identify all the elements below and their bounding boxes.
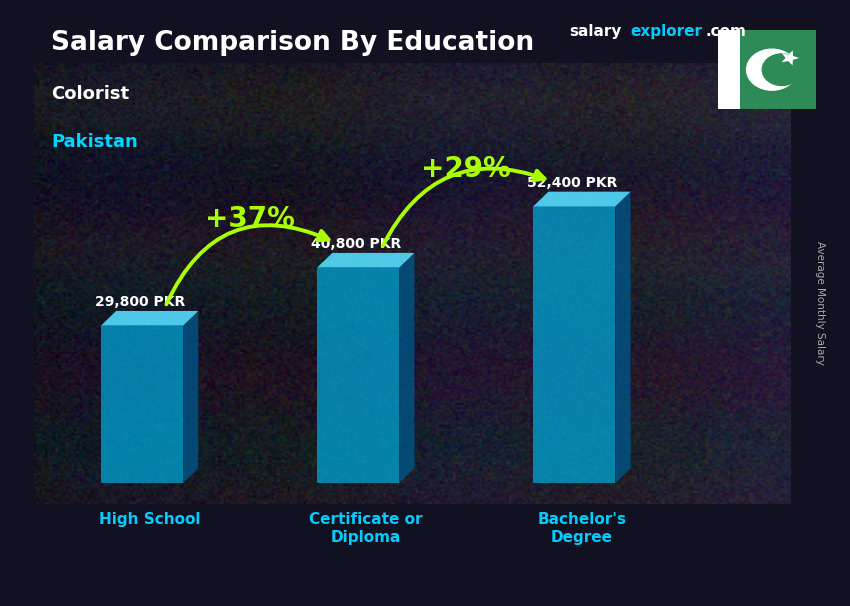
Text: Salary Comparison By Education: Salary Comparison By Education (51, 30, 534, 56)
Text: explorer: explorer (631, 24, 703, 39)
Polygon shape (400, 253, 415, 483)
Text: Pakistan: Pakistan (51, 133, 138, 152)
Text: Bachelor's
Degree: Bachelor's Degree (537, 512, 626, 545)
Text: Colorist: Colorist (51, 85, 129, 103)
Circle shape (762, 54, 802, 85)
Polygon shape (615, 191, 631, 483)
Circle shape (746, 49, 797, 90)
Text: +37%: +37% (205, 205, 295, 233)
Polygon shape (317, 253, 415, 268)
Text: salary: salary (570, 24, 622, 39)
FancyArrowPatch shape (167, 225, 329, 304)
Polygon shape (740, 30, 816, 109)
Polygon shape (533, 191, 631, 207)
Polygon shape (718, 30, 816, 109)
Polygon shape (101, 311, 198, 325)
Polygon shape (101, 325, 183, 483)
Text: 40,800 PKR: 40,800 PKR (310, 237, 401, 251)
Polygon shape (183, 311, 198, 483)
Text: 29,800 PKR: 29,800 PKR (94, 295, 184, 309)
FancyArrowPatch shape (382, 168, 545, 246)
Text: High School: High School (99, 512, 201, 527)
Polygon shape (782, 50, 799, 65)
Text: Certificate or
Diploma: Certificate or Diploma (309, 512, 422, 545)
Text: +29%: +29% (422, 155, 511, 183)
Text: Average Monthly Salary: Average Monthly Salary (815, 241, 825, 365)
Text: .com: .com (706, 24, 746, 39)
Polygon shape (533, 207, 615, 483)
Polygon shape (317, 268, 400, 483)
Text: 52,400 PKR: 52,400 PKR (527, 176, 617, 190)
